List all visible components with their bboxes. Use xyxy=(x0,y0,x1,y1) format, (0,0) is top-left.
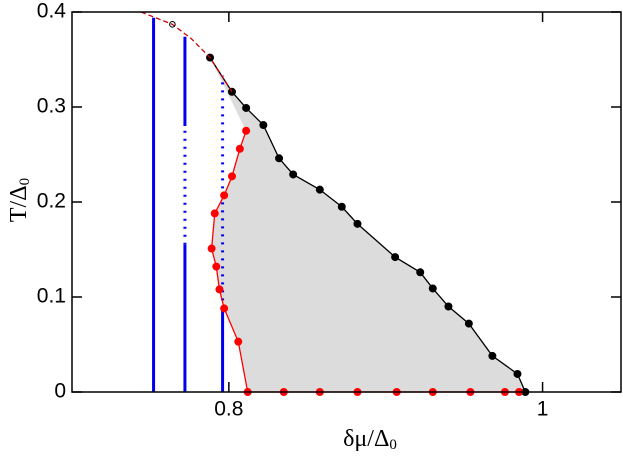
data-point xyxy=(210,209,219,218)
data-point xyxy=(275,154,284,163)
x-tick-label: 1 xyxy=(537,398,549,421)
data-point xyxy=(416,268,425,277)
y-tick-label: 0.3 xyxy=(37,95,66,118)
data-point xyxy=(212,262,221,271)
y-axis-label: T/Δ0 xyxy=(6,178,34,222)
data-point xyxy=(428,284,437,293)
data-point xyxy=(220,304,229,313)
data-point xyxy=(391,253,400,262)
x-label-sub: 0 xyxy=(389,437,397,453)
x-label-text: δμ/Δ xyxy=(343,426,389,452)
region-fill xyxy=(210,57,526,392)
x-axis-label: δμ/Δ0 xyxy=(343,426,397,454)
data-point xyxy=(242,126,251,135)
data-point xyxy=(289,170,298,179)
data-point xyxy=(259,121,268,130)
data-point xyxy=(464,319,473,328)
y-tick-label: 0.4 xyxy=(37,0,67,23)
y-tick-label: 0.1 xyxy=(37,285,66,308)
y-tick-label: 0 xyxy=(54,380,66,403)
data-point xyxy=(169,21,176,28)
data-point xyxy=(488,351,497,360)
data-point xyxy=(315,185,324,194)
y-tick-label: 0.2 xyxy=(37,190,66,213)
data-point xyxy=(353,219,362,228)
data-point xyxy=(227,172,236,181)
data-point xyxy=(513,369,522,378)
x-tick-label: 0.8 xyxy=(214,398,243,421)
data-point xyxy=(242,103,251,112)
y-label-sub: 0 xyxy=(17,178,33,186)
data-point xyxy=(207,244,216,253)
y-label-text: T/Δ xyxy=(6,185,32,222)
data-point xyxy=(337,202,346,211)
data-point xyxy=(220,191,229,200)
data-point xyxy=(444,302,453,311)
data-point xyxy=(235,144,244,153)
data-point xyxy=(234,337,243,346)
data-point xyxy=(215,285,224,294)
series-line xyxy=(140,11,233,93)
